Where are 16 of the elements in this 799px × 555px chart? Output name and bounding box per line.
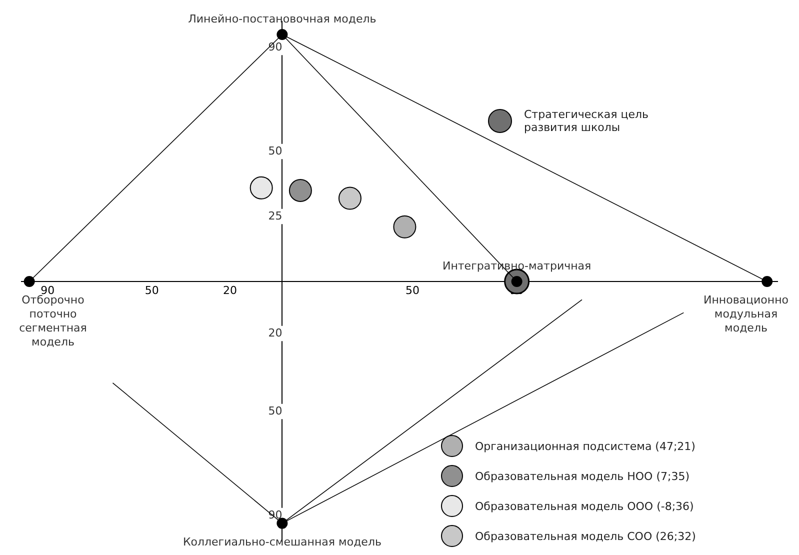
x-tick-label: 20 [223,284,238,297]
y-tick-label: 90 [268,40,282,54]
legend-label: Образовательная модель СОО (26;32) [475,530,696,542]
legend-label: Образовательная модель НОО (7;35) [475,470,690,482]
legend-label: Образовательная модель ООО (-8;36) [475,500,694,512]
annotation: Инновационно модульная модель [703,294,789,334]
legend-label: Организационная подсистема (47;21) [475,440,696,452]
annotation: Коллегиально-смешанная модель [182,535,382,548]
y-tick-label: 50 [268,404,282,418]
annotation: Линейно-постановочная модель [188,12,376,26]
y-tick-label: 25 [268,209,282,222]
x-tick-label: 50 [406,284,420,297]
y-tick-label: 50 [268,144,282,158]
legend-label: Стратегическая цель развития школы [524,108,650,134]
x-tick-label: 50 [144,284,159,297]
y-tick-label: 20 [268,326,282,340]
